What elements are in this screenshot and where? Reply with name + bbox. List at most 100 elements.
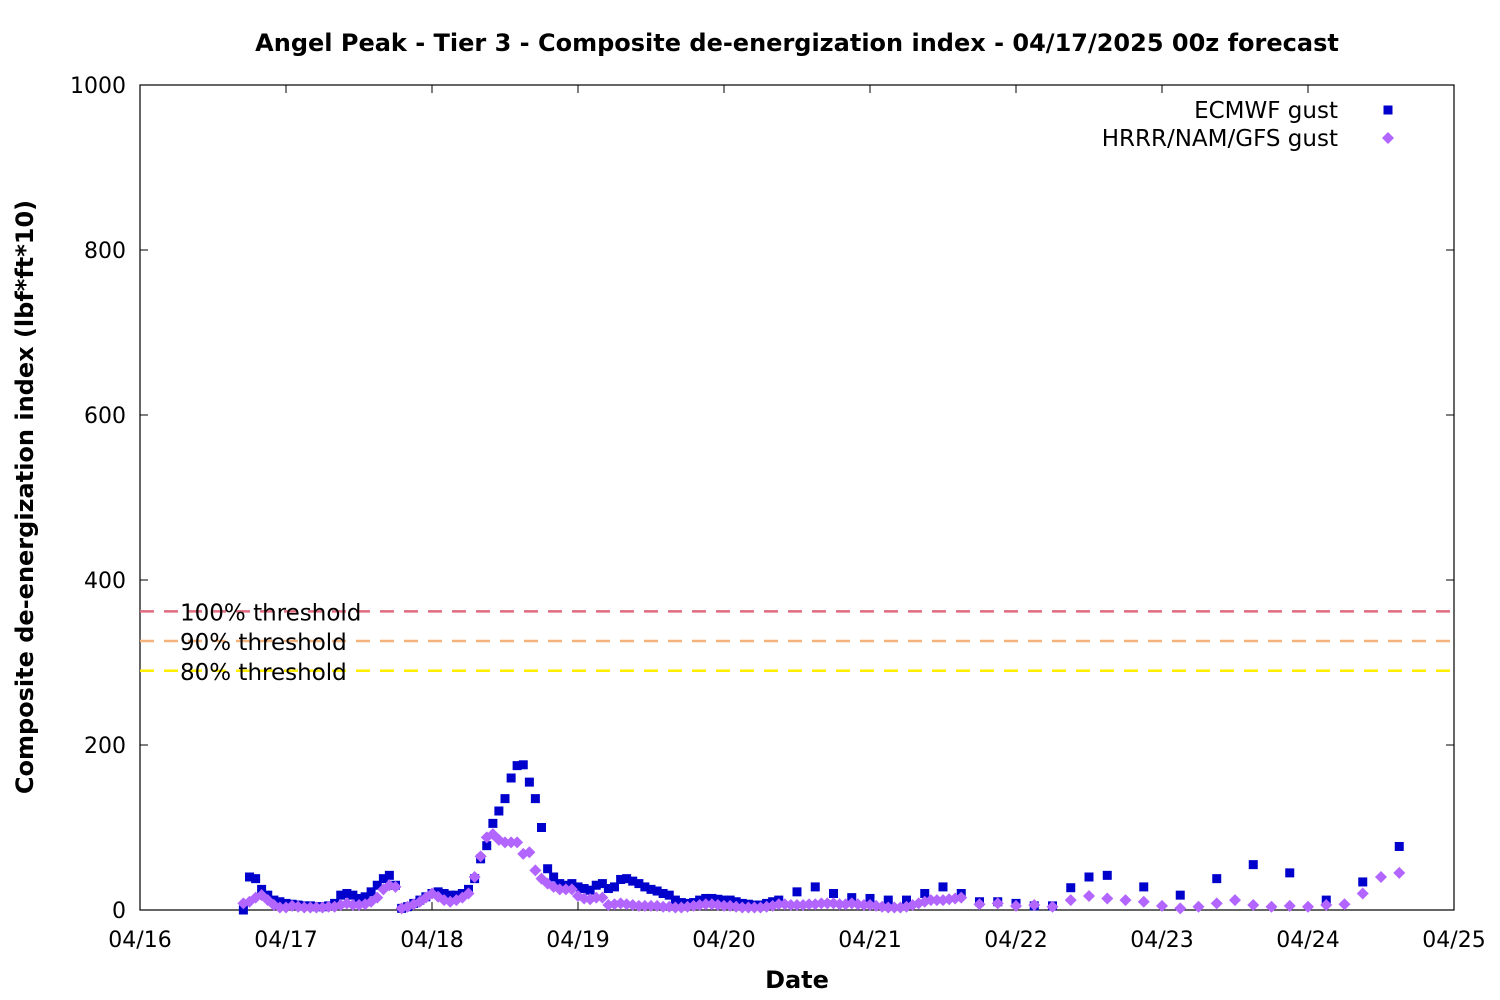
data-point [973,898,986,911]
data-point [634,879,644,889]
data-point [371,891,384,904]
data-point [565,883,578,896]
x-tick-label: 04/21 [838,928,901,953]
data-point [445,890,455,900]
threshold-label: 80% threshold [180,660,347,686]
data-point [348,890,358,900]
y-tick-label: 0 [112,899,126,924]
data-point [791,899,803,912]
data-point [803,898,816,911]
legend-label: HRRR/NAM/GFS gust [1102,126,1338,152]
data-point [1356,887,1369,900]
data-point [245,872,254,882]
data-point [645,899,657,912]
data-point [810,882,820,892]
x-tick-label: 04/16 [108,928,171,953]
data-point [512,761,522,771]
data-point [792,887,802,897]
data-point [506,773,516,783]
data-point [883,895,893,905]
data-point [1393,866,1406,879]
data-point [1119,894,1132,907]
data-point [482,841,492,851]
data-point [640,882,650,892]
data-point [372,880,382,890]
data-point [736,901,749,914]
data-point [902,895,911,905]
data-point [1010,899,1022,912]
data-point [748,901,761,914]
chart-title: Angel Peak - Tier 3 - Composite de-energ… [255,29,1339,57]
data-point [474,850,487,863]
x-tick-label: 04/17 [254,928,317,953]
x-tick-label: 04/23 [1130,928,1193,953]
x-tick-label: 04/18 [400,928,463,953]
data-point [346,899,359,912]
data-point [1247,899,1260,912]
data-point [603,884,613,894]
data-point [378,874,388,884]
data-point [1285,868,1295,878]
data-point [524,777,534,787]
data-point [1338,898,1351,911]
x-tick-label: 04/20 [692,928,755,953]
data-point [389,880,402,893]
data-point [537,823,546,832]
data-point [1192,900,1205,913]
data-point [591,880,601,890]
data-point [1283,899,1296,912]
data-point [238,905,248,915]
data-point [384,870,394,880]
data-point [622,874,632,884]
data-point [670,895,680,905]
series-ecmwf [238,760,1404,915]
data-point [657,900,670,913]
x-axis-title: Date [765,966,829,994]
data-point [616,874,626,884]
data-point [273,901,286,914]
x-tick-label: 04/22 [984,928,1047,953]
data-point [1320,899,1333,912]
data-point [573,882,583,892]
data-point [439,889,449,898]
data-point [955,891,968,904]
data-point [1394,841,1404,851]
data-point [336,890,346,900]
threshold-label: 90% threshold [180,630,347,656]
data-point [821,897,834,910]
data-point [638,899,651,912]
data-point [511,836,524,849]
data-point [784,899,797,912]
data-point [1212,874,1222,884]
data-point [1066,883,1076,893]
y-axis-title: Composite de-energization index (lbf*ft*… [11,200,39,794]
x-tick-label: 04/24 [1276,928,1339,953]
data-point [366,887,376,897]
plot-frame [139,84,1455,911]
data-point [553,883,566,896]
data-point [920,889,930,898]
data-point [1210,897,1223,910]
data-point [251,874,261,884]
data-point [499,836,511,849]
data-point [530,794,540,804]
data-point [664,890,674,900]
data-point [1174,902,1187,915]
data-point [930,894,943,907]
data-point [1137,895,1150,908]
data-point [865,893,875,903]
data-point [596,891,609,904]
data-point [628,876,638,886]
legend-label: ECMWF gust [1194,98,1338,124]
data-point [488,818,498,828]
data-point [658,889,668,898]
data-point [549,872,559,882]
data-point [342,889,352,898]
y-tick-label: 800 [84,239,126,264]
data-point [468,871,481,883]
data-point [991,897,1004,910]
y-tick-label: 200 [84,734,126,759]
data-point [829,889,838,898]
data-point [1302,900,1314,913]
data-point [857,899,870,912]
